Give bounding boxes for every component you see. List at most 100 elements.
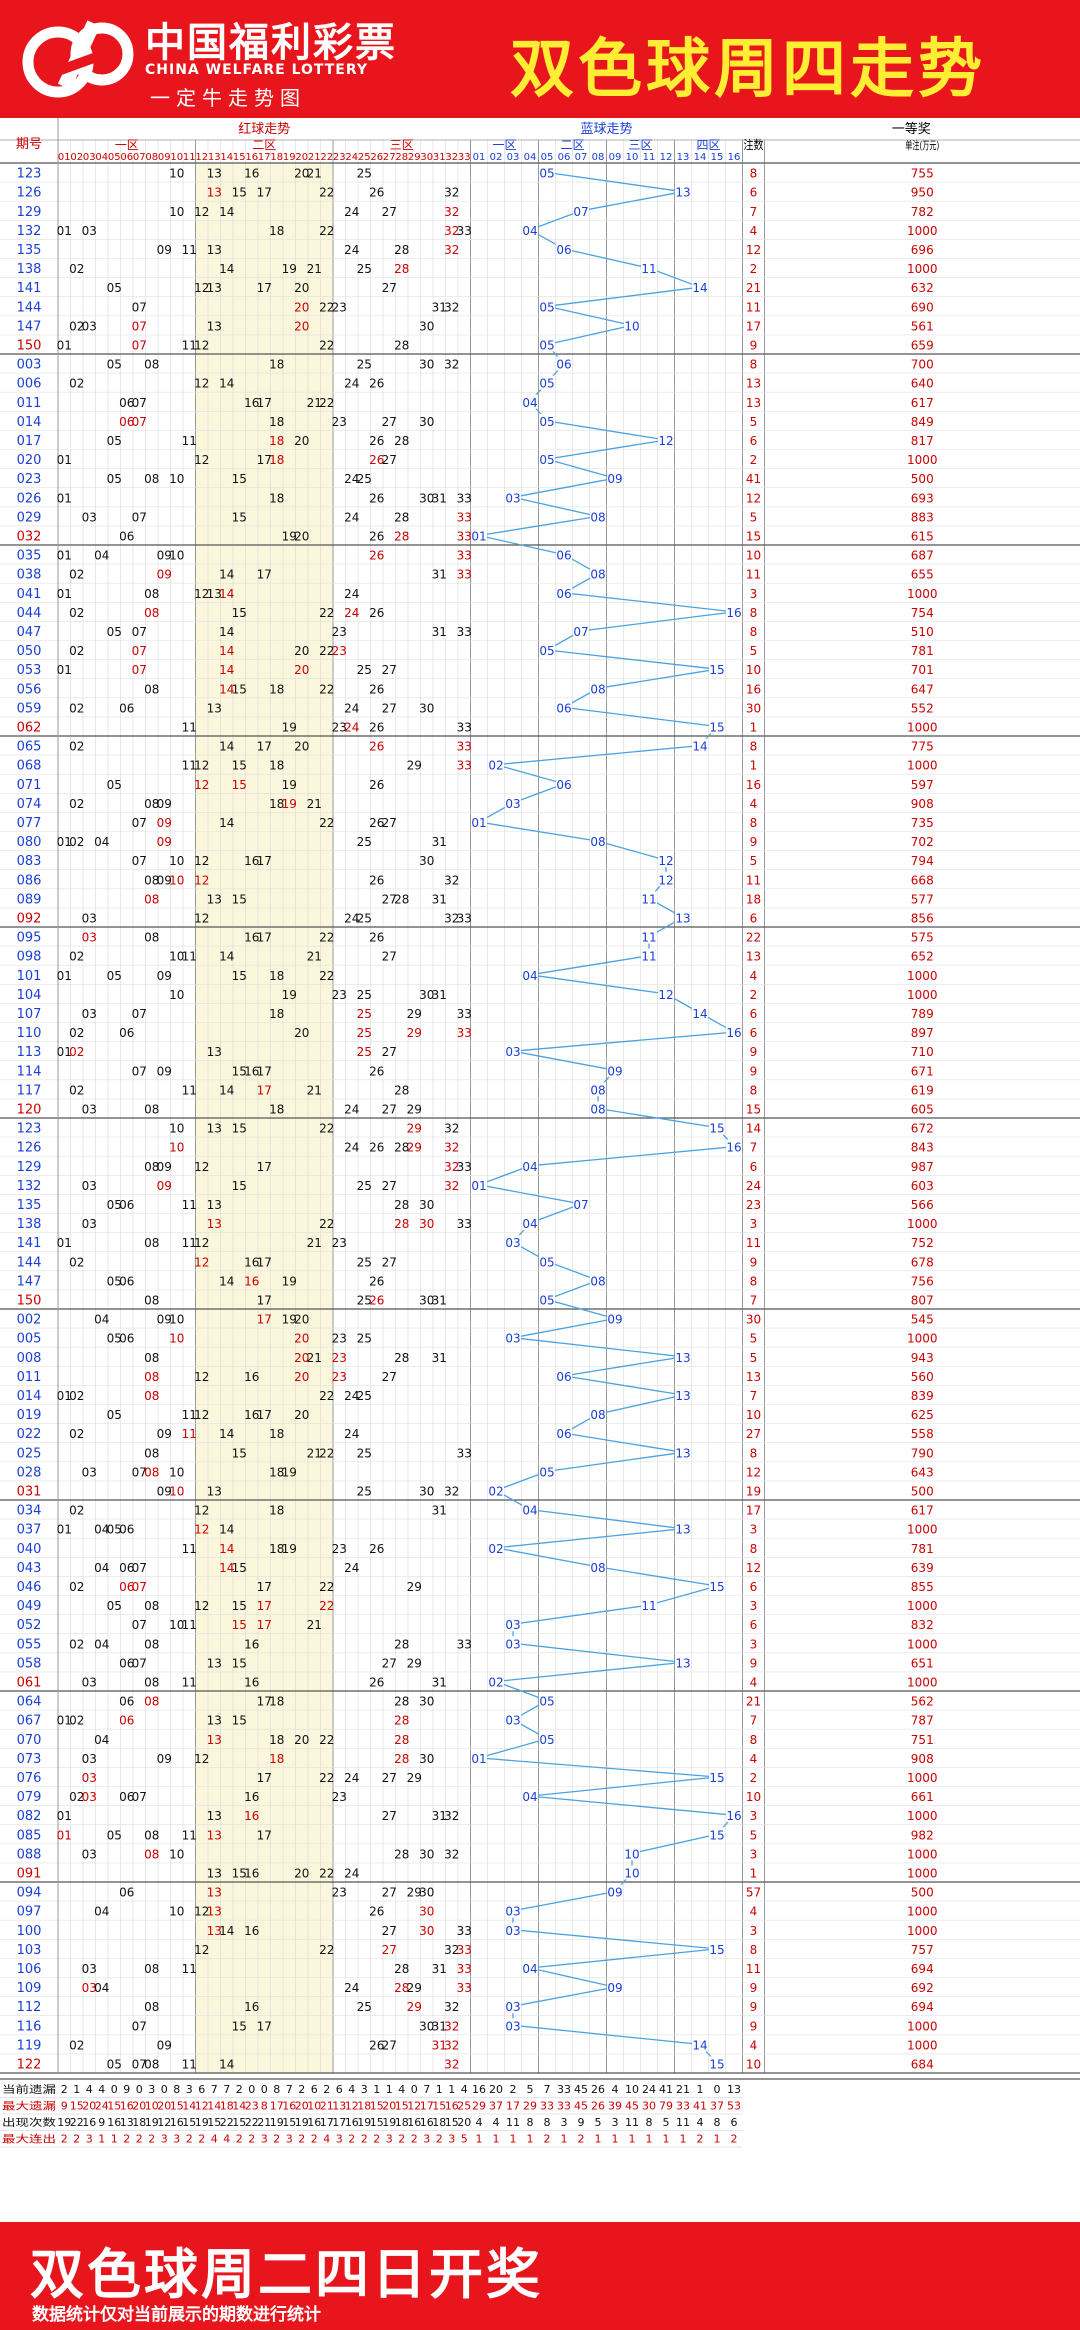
prize-count: 4 <box>750 224 758 238</box>
red-ball: 28 <box>394 892 409 906</box>
red-ball: 15 <box>232 472 247 486</box>
prize-count: 57 <box>746 1886 761 1900</box>
red-ball: 15 <box>232 759 247 773</box>
stats-red-value: 2 <box>298 2083 305 2096</box>
blue-ball-background <box>709 2056 725 2071</box>
red-ball: 07 <box>132 510 147 524</box>
red-ball: 08 <box>144 797 159 811</box>
prize-amount: 558 <box>911 1427 934 1441</box>
red-ball: 31 <box>432 1504 447 1518</box>
prize-amount: 789 <box>911 1007 934 1021</box>
prize-count: 21 <box>746 281 761 295</box>
red-ball: 31 <box>432 300 447 314</box>
red-column-number: 05 <box>108 152 121 163</box>
prize-amount: 694 <box>911 1962 934 1976</box>
blue-ball: 11 <box>641 950 656 964</box>
red-ball: 14 <box>219 644 234 658</box>
period-number: 150 <box>17 338 42 353</box>
red-ball: 02 <box>69 1504 84 1518</box>
prize-amount: 655 <box>911 568 934 582</box>
prize-count: 10 <box>746 549 761 563</box>
prize-count: 6 <box>750 1580 758 1594</box>
red-column-number: 16 <box>245 152 258 163</box>
red-ball: 29 <box>407 1122 422 1136</box>
prize-amount: 694 <box>911 2000 934 2014</box>
stats-red-value: 7 <box>223 2083 230 2096</box>
red-ball: 21 <box>307 1446 322 1460</box>
prize-amount: 897 <box>911 1026 934 1040</box>
red-ball: 24 <box>344 701 359 715</box>
stats-red-value: 16 <box>345 2116 359 2129</box>
red-ball: 18 <box>269 224 284 238</box>
period-number: 092 <box>17 911 42 926</box>
prize-amount: 950 <box>911 186 934 200</box>
blue-ball-background <box>675 184 691 199</box>
red-ball: 03 <box>82 1217 97 1231</box>
red-ball: 14 <box>219 1924 234 1938</box>
red-ball: 17 <box>257 1293 272 1307</box>
red-ball: 04 <box>94 1905 109 1919</box>
red-ball: 20 <box>294 1026 309 1040</box>
period-number: 101 <box>17 969 42 984</box>
red-column-number: 31 <box>433 152 446 163</box>
stats-blue-value: 4 <box>697 2116 704 2129</box>
red-ball: 31 <box>432 2038 447 2052</box>
blue-ball: 10 <box>624 1866 639 1880</box>
red-ball: 26 <box>369 720 384 734</box>
stats-red-value: 17 <box>332 2116 346 2129</box>
red-ball: 28 <box>394 1847 409 1861</box>
prize-count: 5 <box>750 854 758 868</box>
red-ball: 28 <box>394 1083 409 1097</box>
blue-ball: 03 <box>505 1332 520 1346</box>
stats-red-value: 2 <box>186 2133 193 2146</box>
blue-ball: 14 <box>692 281 707 295</box>
red-ball: 05 <box>107 434 122 448</box>
red-ball: 12 <box>194 778 209 792</box>
stats-red-value: 8 <box>173 2083 180 2096</box>
blue-ball: 06 <box>556 1427 571 1441</box>
blue-column-number: 12 <box>660 152 673 163</box>
blue-ball: 09 <box>607 1886 622 1900</box>
red-ball: 17 <box>257 1771 272 1785</box>
red-ball: 26 <box>369 377 384 391</box>
prize-count: 3 <box>750 1637 758 1651</box>
red-ball: 18 <box>269 1542 284 1556</box>
red-ball: 30 <box>419 1752 434 1766</box>
red-ball: 24 <box>344 1141 359 1155</box>
period-number: 116 <box>17 2019 42 2034</box>
red-ball: 20 <box>294 1408 309 1422</box>
stats-blue-value: 2 <box>697 2133 704 2146</box>
red-ball: 13 <box>207 243 222 257</box>
red-ball: 21 <box>307 1236 322 1250</box>
red-ball: 33 <box>457 1924 472 1938</box>
red-ball: 27 <box>382 1924 397 1938</box>
red-ball: 18 <box>269 358 284 372</box>
red-ball: 08 <box>144 892 159 906</box>
red-ball: 05 <box>107 969 122 983</box>
red-ball: 01 <box>57 1236 72 1250</box>
red-ball: 19 <box>282 1313 297 1327</box>
red-ball: 33 <box>457 740 472 754</box>
red-ball: 22 <box>319 338 334 352</box>
red-ball: 09 <box>157 797 172 811</box>
red-ball: 21 <box>307 797 322 811</box>
blue-column-number: 13 <box>677 152 690 163</box>
red-ball: 23 <box>332 415 347 429</box>
red-ball: 27 <box>382 281 397 295</box>
prize-count: 4 <box>750 1752 758 1766</box>
red-ball: 13 <box>207 1656 222 1670</box>
blue-ball: 03 <box>505 2019 520 2033</box>
red-ball: 30 <box>419 854 434 868</box>
period-number: 129 <box>17 1160 42 1175</box>
stats-red-value: 16 <box>82 2116 96 2129</box>
red-ball: 10 <box>169 1618 184 1632</box>
red-ball: 33 <box>457 1007 472 1021</box>
prize-amount: 1000 <box>907 1924 938 1938</box>
stats-red-value: 15 <box>395 2100 409 2113</box>
red-ball: 17 <box>257 740 272 754</box>
blue-ball-background <box>692 280 708 295</box>
red-ball: 33 <box>457 911 472 925</box>
prize-count: 9 <box>750 1255 758 1269</box>
prize-count: 18 <box>746 892 761 906</box>
red-ball: 09 <box>157 1427 172 1441</box>
